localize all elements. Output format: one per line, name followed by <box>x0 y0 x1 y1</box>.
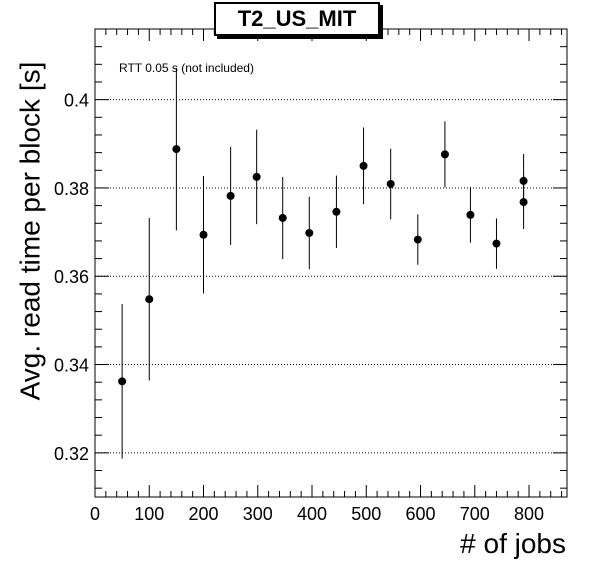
data-point <box>118 377 127 386</box>
y-tick-label: 0.4 <box>64 91 89 111</box>
y-tick-label: 0.38 <box>54 179 89 199</box>
data-point <box>440 150 449 159</box>
data-point <box>332 207 341 216</box>
data-point <box>359 161 368 170</box>
data-point <box>519 176 528 185</box>
y-tick-label: 0.32 <box>54 444 89 464</box>
x-tick-label: 200 <box>188 504 218 524</box>
data-point <box>226 191 235 200</box>
data-point <box>172 145 181 154</box>
y-tick-label: 0.34 <box>54 356 89 376</box>
x-tick-label: 600 <box>405 504 435 524</box>
x-tick-label: 400 <box>297 504 327 524</box>
data-point <box>145 295 154 304</box>
x-tick-label: 300 <box>243 504 273 524</box>
y-axis-ticks: 0.32 0.34 0.36 0.38 0.4 <box>54 28 567 489</box>
chart-title: T2_US_MIT <box>214 2 380 36</box>
data-point <box>386 179 395 188</box>
data-point <box>199 230 208 239</box>
rtt-annotation: RTT 0.05 s (not included) <box>119 61 254 75</box>
y-tick-label: 0.36 <box>54 267 89 287</box>
data-points <box>118 67 528 459</box>
x-tick-label: 500 <box>351 504 381 524</box>
data-point <box>278 213 287 222</box>
data-point <box>492 239 501 248</box>
x-tick-label: 100 <box>134 504 164 524</box>
grid-lines <box>95 99 567 454</box>
x-axis-label: # of jobs <box>460 528 566 559</box>
data-point <box>413 235 422 244</box>
y-axis-label: Avg. read time per block [s] <box>13 61 45 401</box>
data-point <box>252 172 261 181</box>
x-tick-label: 700 <box>460 504 490 524</box>
data-point <box>305 228 314 237</box>
x-tick-label: 0 <box>90 504 100 524</box>
x-axis-ticks: 0 100 200 300 400 500 600 700 800 <box>90 29 563 524</box>
data-point <box>466 210 475 219</box>
x-tick-label: 800 <box>514 504 544 524</box>
